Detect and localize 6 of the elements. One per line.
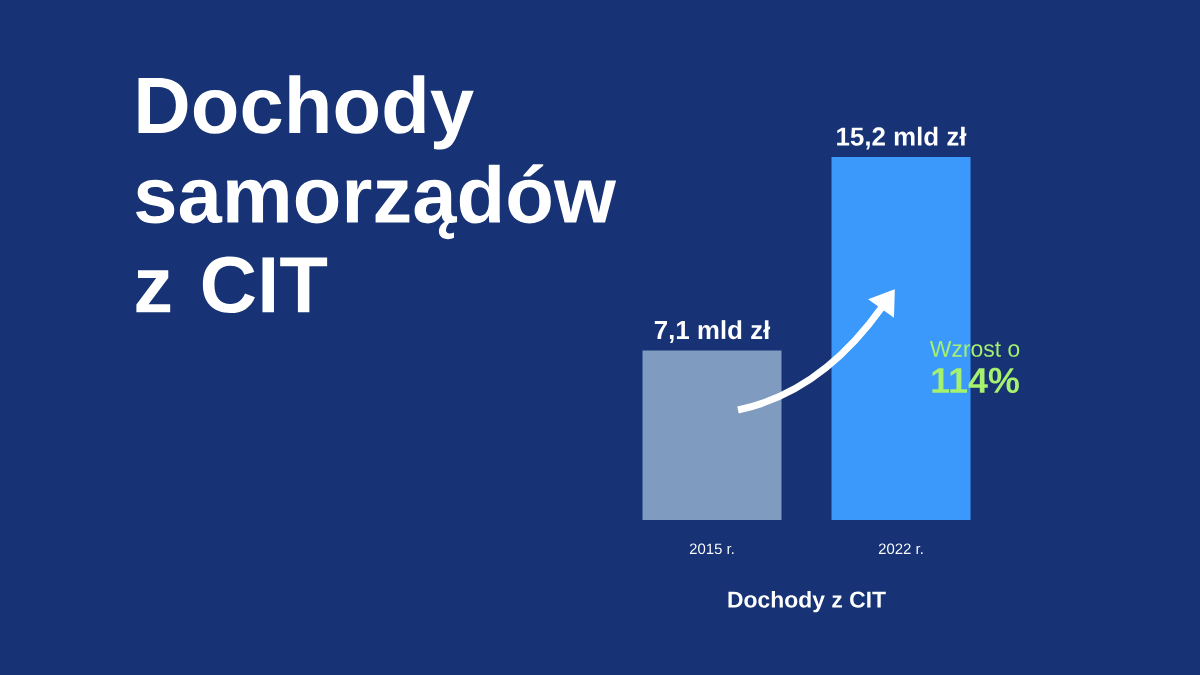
data-label: 15,2 mld zł: [837, 126, 967, 150]
chart-title: Dochody samorządów z CIT: [136, 75, 617, 314]
data-label: 7,1 mld zł: [654, 320, 771, 343]
x-axis-title: Dochody z CIT: [728, 590, 886, 613]
x-tick-label: 2015 r.: [689, 543, 734, 555]
x-tick-label: 2022 r.: [878, 543, 923, 555]
